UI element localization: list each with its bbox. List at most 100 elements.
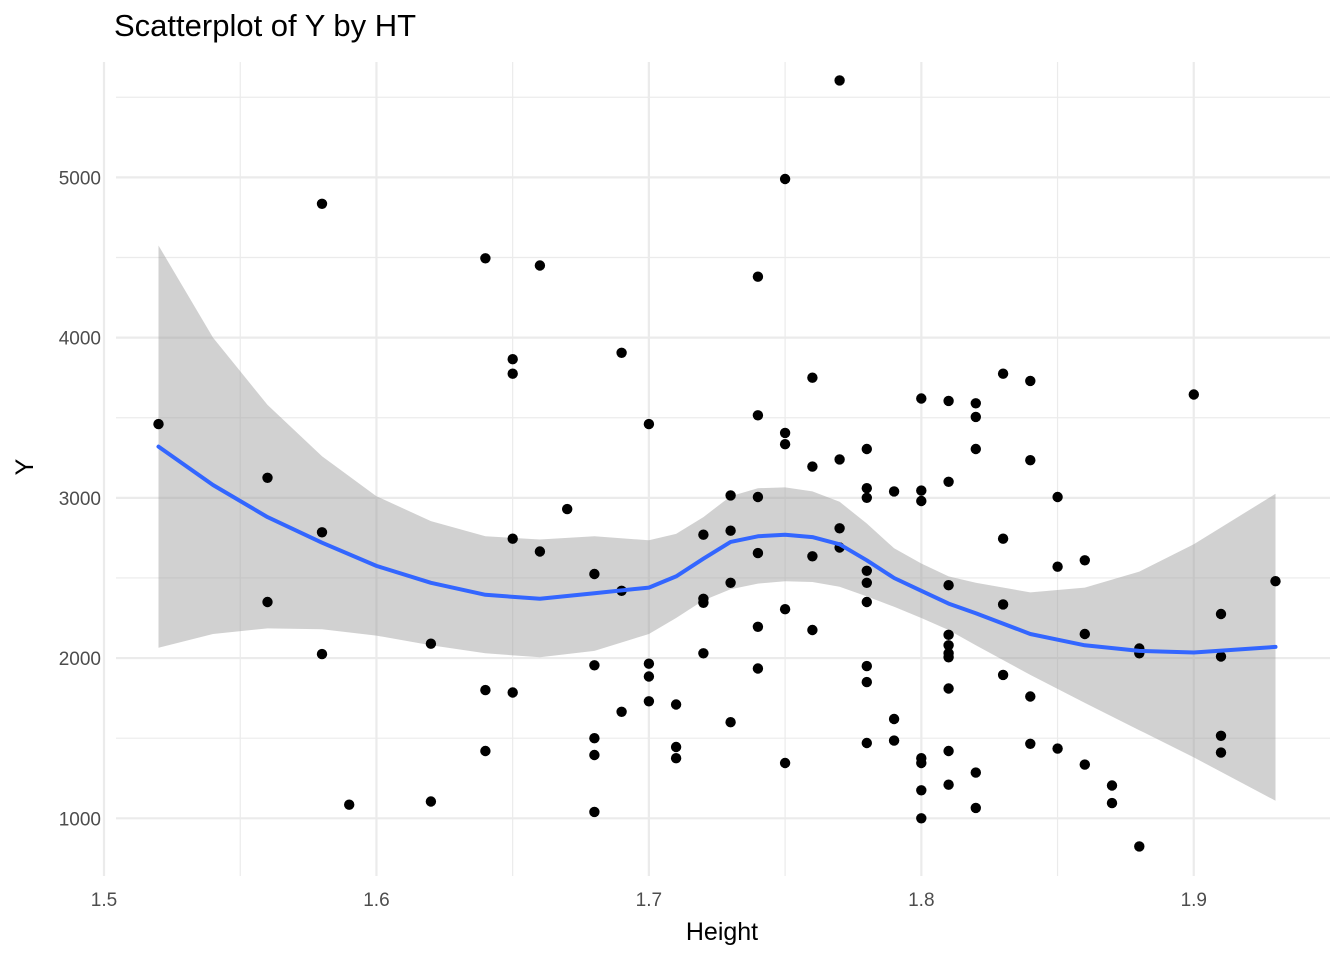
data-point (916, 785, 927, 796)
data-point (943, 629, 954, 640)
data-point (698, 529, 709, 540)
smooth-line (156, 444, 1278, 655)
data-point (997, 669, 1009, 681)
data-point (589, 733, 600, 744)
data-point (1188, 389, 1200, 400)
smooth-line-layer (156, 444, 1278, 655)
data-point (888, 486, 900, 497)
data-point (752, 621, 764, 632)
data-point (643, 696, 655, 707)
data-point (589, 660, 600, 671)
data-point (616, 706, 627, 717)
data-point (1270, 576, 1281, 587)
data-point (725, 525, 736, 536)
y-tick-label: 4000 (59, 329, 101, 350)
data-point (1025, 738, 1036, 749)
data-point (589, 749, 600, 761)
data-point (861, 676, 872, 688)
data-point (970, 802, 981, 814)
data-point (807, 372, 818, 383)
data-point (861, 660, 872, 672)
data-point (888, 735, 900, 746)
data-point (970, 398, 981, 409)
data-point (779, 439, 791, 450)
data-point (997, 599, 1009, 610)
data-point (970, 411, 981, 423)
data-point (943, 580, 954, 591)
data-point (834, 454, 845, 465)
data-point (1025, 455, 1036, 466)
data-point (943, 640, 954, 651)
data-point (725, 577, 736, 588)
data-point (752, 663, 764, 674)
data-point (970, 443, 981, 455)
confidence-band (158, 245, 1276, 801)
y-tick-label: 5000 (59, 168, 101, 189)
data-point (316, 648, 328, 660)
x-tick-label: 1.8 (908, 890, 934, 911)
data-point (1025, 691, 1036, 702)
data-point (861, 577, 872, 588)
data-point (670, 699, 682, 710)
data-point (725, 717, 736, 728)
points-layer (153, 75, 1281, 852)
data-point (1079, 759, 1091, 770)
data-point (1079, 555, 1091, 566)
data-point (262, 596, 273, 608)
data-point (1215, 730, 1227, 741)
data-point (153, 418, 164, 430)
x-tick-label: 1.5 (91, 890, 117, 911)
x-axis-title: Height (686, 918, 758, 946)
data-point (1025, 375, 1036, 387)
data-point (425, 796, 437, 807)
data-point (807, 624, 818, 636)
data-point (834, 75, 845, 86)
data-point (861, 737, 872, 749)
data-point (916, 485, 927, 496)
data-point (1052, 743, 1063, 754)
data-point (752, 271, 764, 282)
data-point (861, 483, 872, 494)
data-point (779, 427, 791, 439)
data-point (1134, 841, 1145, 852)
data-point (997, 368, 1009, 379)
data-point (643, 418, 655, 430)
data-point (752, 547, 764, 559)
data-point (943, 745, 954, 757)
data-point (1106, 797, 1118, 809)
data-point (643, 658, 655, 669)
data-point (316, 198, 328, 209)
data-point (861, 492, 872, 503)
data-point (861, 565, 872, 576)
y-axis-title: Y (11, 458, 39, 475)
data-point (997, 533, 1009, 544)
data-point (779, 173, 791, 185)
data-point (861, 596, 872, 608)
data-point (943, 395, 954, 407)
x-tick-label: 1.9 (1181, 890, 1207, 911)
data-point (1106, 780, 1118, 791)
data-point (1052, 561, 1063, 572)
y-tick-label: 3000 (59, 489, 101, 510)
data-point (1052, 491, 1063, 503)
data-point (943, 779, 954, 790)
data-point (507, 368, 518, 379)
data-point (1215, 608, 1227, 620)
grid-major (102, 62, 1330, 876)
data-point (698, 597, 709, 608)
y-tick-label: 1000 (59, 809, 101, 830)
data-point (534, 546, 546, 557)
data-point (643, 671, 655, 682)
chart-title: Scatterplot of Y by HT (114, 8, 417, 43)
data-point (507, 687, 518, 698)
data-point (943, 476, 954, 487)
data-point (480, 253, 491, 264)
grid-minor (116, 62, 1330, 876)
data-point (916, 393, 927, 404)
y-axis-ticks: 1000 2000 3000 4000 5000 (59, 168, 101, 830)
data-point (752, 491, 764, 503)
data-point (725, 490, 736, 501)
data-point (480, 684, 491, 696)
y-tick-label: 2000 (59, 649, 101, 670)
